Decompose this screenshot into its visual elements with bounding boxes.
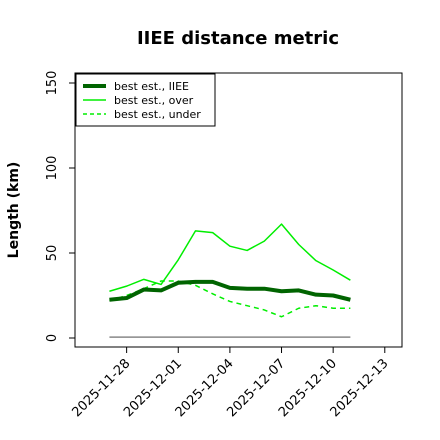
series-line-2 — [109, 280, 351, 318]
y-tick-label: 100 — [45, 156, 60, 181]
y-tick-label: 0 — [45, 334, 60, 342]
legend-label: best est., under — [114, 108, 201, 121]
chart-title: IIEE distance metric — [137, 28, 339, 49]
legend-label: best est., IIEE — [114, 80, 189, 93]
legend-label: best est., over — [114, 94, 194, 107]
series-line-1 — [109, 223, 351, 292]
y-tick-label: 50 — [45, 245, 60, 262]
y-tick-label: 150 — [45, 71, 60, 96]
series-line-0 — [109, 279, 351, 302]
y-axis-label: Length (km) — [6, 162, 22, 259]
plot-frame — [74, 72, 403, 348]
